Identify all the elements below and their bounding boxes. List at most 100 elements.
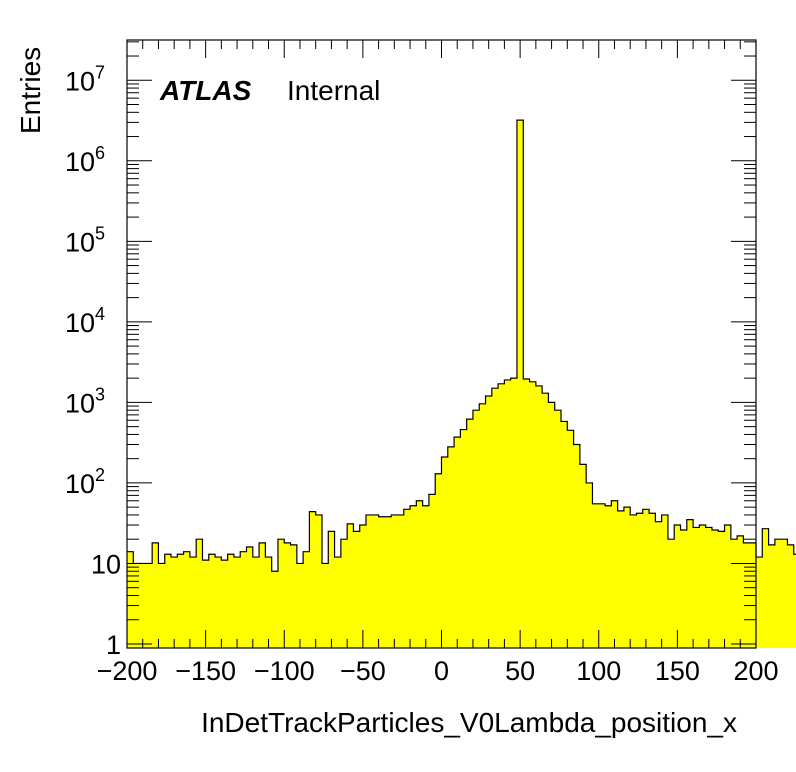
x-axis-ticks: −200 −150 −100 −50 0 50 100 150 200 bbox=[97, 40, 779, 686]
histogram-bin bbox=[164, 554, 172, 648]
histogram-bin bbox=[139, 563, 147, 648]
histogram-bin bbox=[171, 557, 178, 648]
histogram-bin bbox=[711, 530, 719, 648]
histogram-bin bbox=[366, 514, 373, 648]
y-tick-label: 1 bbox=[106, 630, 121, 660]
histogram-bin bbox=[642, 509, 650, 648]
histogram-bin bbox=[466, 419, 474, 648]
histogram-bin bbox=[762, 528, 769, 648]
histogram-bin bbox=[523, 379, 530, 648]
histogram-bin bbox=[183, 551, 191, 648]
histogram-bin bbox=[667, 539, 675, 648]
histogram-bin bbox=[611, 500, 619, 648]
histogram-bin bbox=[781, 539, 788, 648]
y-tick-label: 106 bbox=[65, 143, 105, 177]
y-axis-label: Entries bbox=[15, 47, 46, 134]
histogram-bin bbox=[674, 525, 681, 648]
histogram-bin bbox=[227, 554, 235, 648]
histogram-bin bbox=[208, 554, 216, 648]
histogram-bin bbox=[441, 456, 449, 648]
histogram-bin bbox=[410, 505, 417, 648]
histogram-bin bbox=[485, 396, 493, 648]
histogram-bin bbox=[221, 560, 229, 648]
histogram-bin bbox=[240, 551, 247, 648]
histogram-bin bbox=[303, 551, 310, 648]
x-tick-label: 100 bbox=[576, 656, 621, 686]
y-tick-label: 10 bbox=[91, 549, 121, 579]
histogram-bin bbox=[592, 503, 600, 648]
histogram-bin bbox=[542, 393, 549, 648]
histogram-bin bbox=[158, 563, 166, 648]
histogram-bin bbox=[623, 507, 631, 648]
histogram-bin bbox=[397, 514, 405, 648]
histogram-bin bbox=[598, 503, 606, 648]
histogram-bin bbox=[177, 554, 185, 648]
histogram-bin bbox=[422, 505, 430, 648]
histogram-bin bbox=[756, 557, 763, 648]
histogram-bin bbox=[649, 513, 656, 648]
histogram-bin bbox=[730, 539, 738, 648]
x-axis-label: InDetTrackParticles_V0Lambda_position_x bbox=[201, 707, 737, 738]
histogram-bin bbox=[529, 381, 537, 648]
histogram-bin bbox=[384, 516, 392, 648]
histogram-bin bbox=[215, 557, 222, 648]
histogram-bin bbox=[277, 539, 285, 648]
histogram-bin bbox=[359, 525, 367, 648]
x-tick-label: 50 bbox=[505, 656, 535, 686]
histogram-bin bbox=[127, 551, 134, 648]
histogram-bin bbox=[435, 473, 442, 648]
histogram-bin bbox=[586, 482, 593, 648]
histogram-fill bbox=[127, 120, 796, 649]
histogram-bin bbox=[428, 494, 436, 648]
y-axis-ticks: 1 10 102 103 104 105 106 107 bbox=[65, 41, 756, 660]
histogram-bin bbox=[202, 560, 210, 648]
histogram-bin bbox=[630, 514, 637, 648]
y-tick-label: 107 bbox=[65, 62, 105, 96]
histogram-bin bbox=[605, 505, 612, 648]
histogram-bin bbox=[793, 554, 796, 648]
y-tick-label: 105 bbox=[65, 223, 105, 257]
histogram-bin bbox=[472, 410, 480, 648]
histogram-bin bbox=[498, 383, 505, 648]
y-tick-label: 103 bbox=[65, 384, 105, 418]
histogram-bin bbox=[328, 531, 335, 648]
histogram-bin bbox=[246, 547, 254, 648]
histogram-bin bbox=[233, 557, 241, 648]
histogram-bin bbox=[321, 563, 329, 648]
histogram-bin bbox=[460, 429, 468, 648]
histogram-bin bbox=[340, 539, 348, 648]
histogram-bin bbox=[510, 378, 518, 648]
histogram-bin bbox=[554, 410, 562, 648]
histogram-bin bbox=[686, 519, 694, 648]
histogram-bin bbox=[152, 542, 159, 648]
histogram-bin bbox=[718, 531, 725, 648]
histogram-bin bbox=[535, 385, 543, 648]
histogram-bin bbox=[334, 557, 342, 648]
histogram-bin bbox=[189, 557, 197, 648]
x-tick-label: 0 bbox=[434, 656, 449, 686]
histogram-bin bbox=[561, 421, 568, 648]
x-tick-label: −50 bbox=[340, 656, 386, 686]
histogram-bin bbox=[309, 511, 317, 648]
histogram-bin bbox=[699, 525, 707, 648]
histogram-bin bbox=[259, 542, 266, 648]
histogram-bin bbox=[454, 437, 461, 648]
histogram-bin bbox=[265, 557, 273, 648]
histogram-bin bbox=[567, 430, 574, 648]
histogram-bin bbox=[573, 444, 581, 648]
histogram-bin bbox=[416, 500, 424, 648]
histogram-bin bbox=[353, 531, 361, 648]
histogram-bin bbox=[447, 446, 455, 648]
histogram-bin bbox=[661, 514, 669, 648]
histogram-bin bbox=[315, 514, 323, 648]
histogram-bin bbox=[284, 542, 291, 648]
histogram-bin bbox=[391, 514, 398, 648]
histogram-bin bbox=[617, 510, 625, 648]
histogram-bin bbox=[774, 539, 782, 648]
histogram-bin bbox=[479, 403, 486, 648]
histogram-bin bbox=[768, 544, 776, 648]
histogram-bin bbox=[403, 509, 411, 648]
histogram-bin bbox=[196, 539, 203, 648]
histogram-bin bbox=[693, 527, 700, 648]
atlas-label: ATLAS bbox=[159, 75, 252, 106]
